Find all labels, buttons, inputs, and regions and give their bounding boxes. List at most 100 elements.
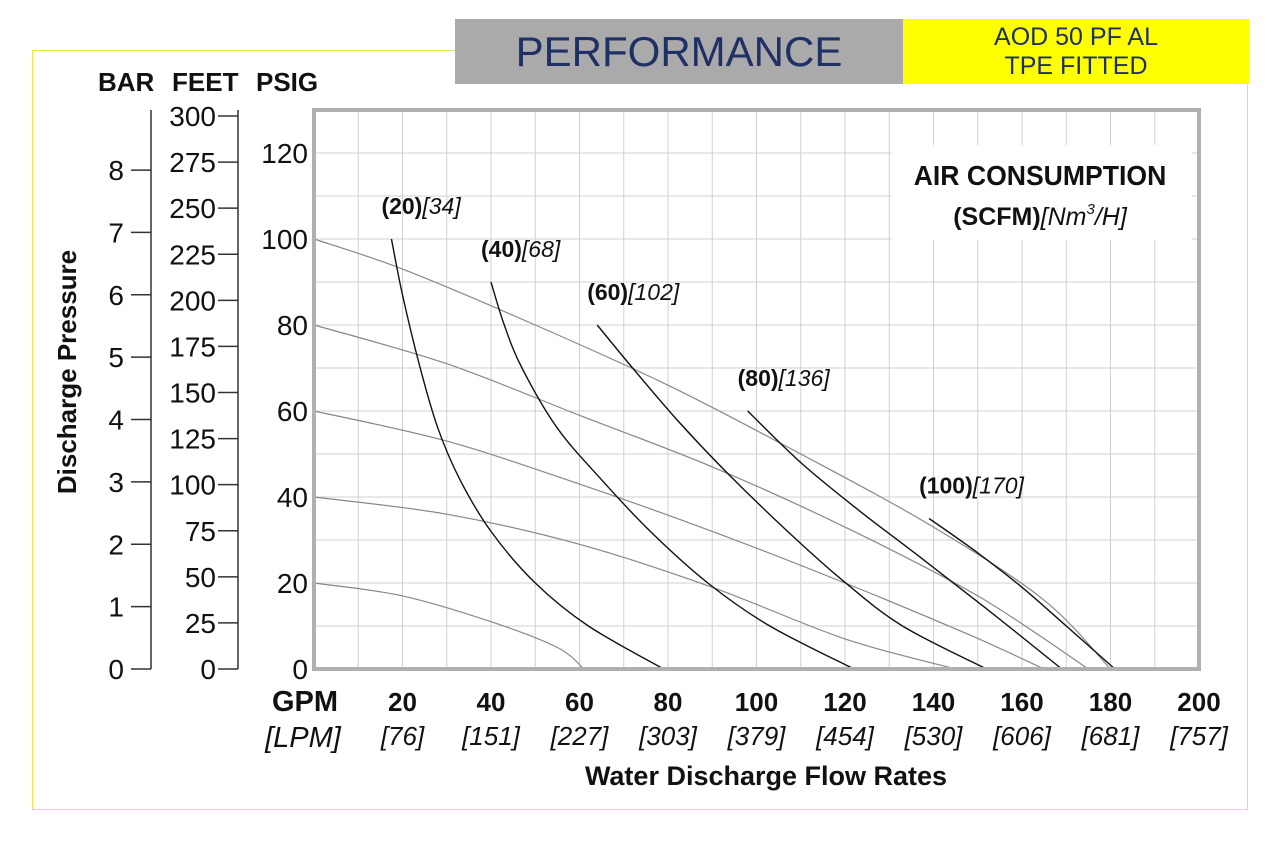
psig-tick-label: 100 (261, 224, 308, 255)
feet-tick-label: 0 (200, 654, 216, 685)
legend-units-nm3-post: /H] (1093, 203, 1128, 231)
psig-tick-label: 80 (277, 310, 308, 341)
x-tick-label-gpm: 100 (735, 687, 778, 717)
x-tick-label-lpm: [227] (550, 721, 610, 751)
y-axis-title: Discharge Pressure (52, 250, 82, 494)
feet-tick-label: 150 (169, 378, 216, 409)
feet-tick-label: 175 (169, 331, 216, 362)
air-consumption-curve (390, 238, 664, 670)
x-tick-label-lpm: [681] (1081, 721, 1141, 751)
model-line-2: TPE FITTED (1004, 51, 1148, 80)
air-curve-label: (20)[34] (381, 193, 461, 219)
pressure-curve (313, 582, 585, 670)
feet-tick-label: 300 (169, 101, 216, 132)
psig-tick-label: 60 (277, 396, 308, 427)
model-header: AOD 50 PF AL TPE FITTED (903, 19, 1249, 84)
air-curve-label-scfm: (40) (481, 236, 522, 262)
legend-units-nm3-pre: [Nm (1040, 203, 1087, 231)
legend-title: AIR CONSUMPTION (914, 159, 1167, 191)
psig-tick-label: 20 (277, 568, 308, 599)
x-tick-label-gpm: 20 (388, 687, 417, 717)
legend-units-scfm: (SCFM) (953, 203, 1040, 231)
feet-tick-label: 200 (169, 285, 216, 316)
x-tick-label-lpm: [303] (638, 721, 698, 751)
x-axis-title: Water Discharge Flow Rates (585, 761, 947, 791)
feet-tick-label: 50 (185, 562, 216, 593)
bar-axis-label: BAR (98, 67, 155, 97)
air-curve-label-nm3h: [136] (778, 365, 831, 391)
x-tick-label-gpm: 40 (477, 687, 506, 717)
bar-tick-label: 3 (108, 467, 124, 498)
bar-tick-label: 6 (108, 280, 124, 311)
x-tick-label-lpm: [151] (461, 721, 521, 751)
air-consumption-curve (596, 324, 987, 670)
x-unit-gpm: GPM (272, 686, 338, 718)
feet-tick-label: 25 (185, 608, 216, 639)
plot-border (312, 108, 1201, 671)
feet-tick-label: 100 (169, 470, 216, 501)
legend-box (892, 145, 1192, 240)
feet-tick-label: 275 (169, 147, 216, 178)
feet-tick-label: 75 (185, 516, 216, 547)
air-consumption-curve (747, 410, 1063, 670)
x-tick-label-gpm: 80 (654, 687, 683, 717)
x-tick-label-lpm: [757] (1169, 721, 1229, 751)
air-consumption-curve (490, 281, 855, 670)
model-line-1: AOD 50 PF AL (994, 22, 1158, 51)
air-curve-label-scfm: (20) (381, 193, 422, 219)
x-tick-label-lpm: [379] (727, 721, 787, 751)
pressure-curve (313, 238, 1111, 670)
feet-ticks: 0 25 50 75 100 125 150 175 200 225 250 275 300 (169, 101, 238, 685)
feet-tick-label: 225 (169, 239, 216, 270)
air-curve-label-scfm: (100) (919, 473, 973, 499)
air-curve-label-scfm: (60) (587, 279, 628, 305)
air-curve-labels: (20)[34](40)[68](60)[102](80)[136](100)[… (381, 193, 1024, 499)
x-tick-label-lpm: [606] (992, 721, 1052, 751)
psig-axis-label: PSIG (256, 67, 318, 97)
pressure-curve (313, 496, 956, 670)
x-tick-label-gpm: 140 (912, 687, 955, 717)
feet-tick-label: 125 (169, 424, 216, 455)
x-tick-label-gpm: 60 (565, 687, 594, 717)
x-tick-label-gpm: 160 (1000, 687, 1043, 717)
feet-tick-label: 250 (169, 193, 216, 224)
bar-tick-label: 2 (108, 529, 124, 560)
legend-units-sup: 3 (1087, 201, 1096, 218)
air-consumption-curve (928, 517, 1116, 670)
air-curve-label: (100)[170] (919, 473, 1024, 499)
air-curve-label-nm3h: [68] (521, 236, 561, 262)
curves-layer (313, 238, 1116, 670)
psig-tick-label: 120 (261, 138, 308, 169)
legend-units: (SCFM)[Nm3/H] (953, 201, 1128, 231)
air-curve-label-nm3h: [34] (421, 193, 461, 219)
bar-tick-label: 7 (108, 217, 124, 248)
bar-tick-label: 4 (108, 405, 124, 436)
feet-axis-label: FEET (172, 67, 239, 97)
x-unit-lpm: [LPM] (264, 722, 342, 754)
x-tick-label-lpm: [76] (380, 721, 425, 751)
x-tick-label-lpm: [454] (815, 721, 875, 751)
bar-tick-label: 0 (108, 654, 124, 685)
x-tick-label-gpm: 180 (1089, 687, 1132, 717)
x-tick-label-lpm: [530] (904, 721, 964, 751)
air-curve-label: (80)[136] (738, 365, 831, 391)
x-ticks: 20 [76] 40 [151] 60 [227] 80 [303] 100 [379] 120 [4… (380, 687, 1229, 751)
performance-header: PERFORMANCE (455, 19, 903, 84)
grid-layer (314, 110, 1199, 669)
air-curve-label-scfm: (80) (738, 365, 779, 391)
air-curve-label: (60)[102] (587, 279, 680, 305)
pressure-curve (313, 410, 1045, 670)
x-tick-label-gpm: 120 (823, 687, 866, 717)
performance-title: PERFORMANCE (515, 27, 843, 75)
bar-tick-label: 8 (108, 155, 124, 186)
bar-tick-label: 5 (108, 342, 124, 373)
bar-tick-label: 1 (108, 592, 124, 623)
air-curve-label-nm3h: [170] (972, 473, 1025, 499)
bar-ticks: 0 1 2 3 4 5 6 7 8 (108, 155, 151, 685)
psig-tick-label: 40 (277, 482, 308, 513)
air-curve-label-nm3h: [102] (627, 279, 680, 305)
psig-tick-label: 0 (292, 654, 308, 685)
psig-ticks: 0 20 40 60 80 100 120 (261, 138, 308, 685)
x-tick-label-gpm: 200 (1177, 687, 1220, 717)
